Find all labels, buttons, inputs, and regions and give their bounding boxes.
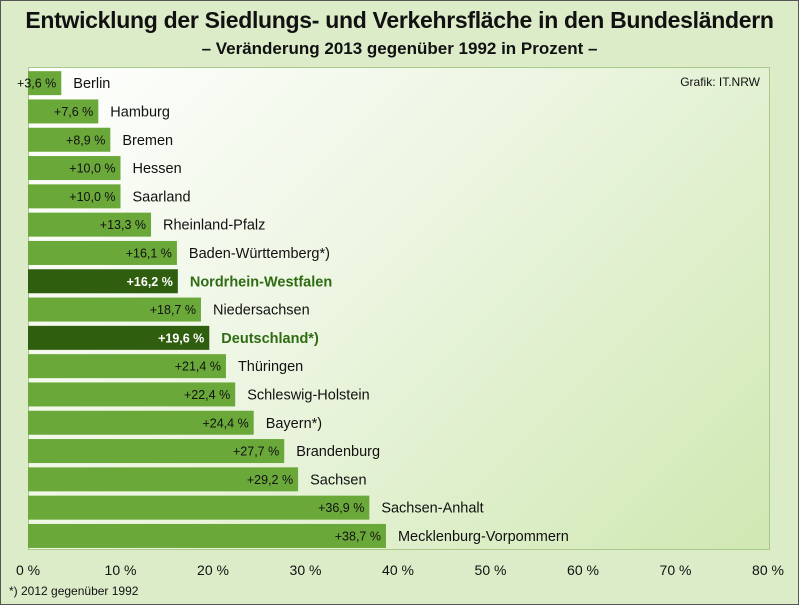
category-label: Sachsen bbox=[310, 472, 366, 488]
category-label: Brandenburg bbox=[296, 444, 380, 460]
bar-value-label: +13,3 % bbox=[100, 218, 146, 232]
bar-value-label: +7,6 % bbox=[54, 105, 93, 119]
x-tick-label: 40 % bbox=[382, 562, 414, 578]
x-tick-label: 50 % bbox=[475, 562, 507, 578]
category-label: Bayern*) bbox=[266, 416, 322, 432]
bar-value-label: +19,6 % bbox=[158, 331, 204, 345]
bar-value-label: +22,4 % bbox=[184, 388, 230, 402]
category-label: Saarland bbox=[133, 189, 191, 205]
category-label: Hamburg bbox=[110, 104, 170, 120]
bar bbox=[28, 212, 152, 237]
bar-value-label: +21,4 % bbox=[175, 360, 221, 374]
bar bbox=[28, 495, 370, 520]
bar-value-label: +10,0 % bbox=[69, 162, 115, 176]
bar bbox=[28, 325, 210, 350]
bar-value-label: +38,7 % bbox=[335, 529, 381, 543]
bar bbox=[28, 439, 285, 464]
bar bbox=[28, 99, 99, 124]
category-label: Hessen bbox=[133, 161, 182, 177]
x-tick-label: 20 % bbox=[197, 562, 229, 578]
x-tick-label: 60 % bbox=[567, 562, 599, 578]
bar-value-label: +3,6 % bbox=[17, 77, 56, 91]
bar bbox=[28, 127, 111, 152]
x-tick-label: 30 % bbox=[290, 562, 322, 578]
bar-value-label: +16,2 % bbox=[127, 275, 173, 289]
x-tick-label: 0 % bbox=[16, 562, 40, 578]
bar bbox=[28, 523, 386, 548]
category-label: Berlin bbox=[73, 76, 110, 92]
chart-title: Entwicklung der Siedlungs- und Verkehrsf… bbox=[25, 7, 774, 33]
x-tick-label: 70 % bbox=[660, 562, 692, 578]
bar bbox=[28, 382, 236, 407]
category-label: Bremen bbox=[122, 133, 173, 149]
bar-value-label: +10,0 % bbox=[69, 190, 115, 204]
bar bbox=[28, 240, 177, 265]
category-label: Niedersachsen bbox=[213, 303, 310, 319]
chart-credit: Grafik: IT.NRW bbox=[680, 75, 760, 89]
bar bbox=[28, 354, 226, 379]
category-label: Baden-Württemberg*) bbox=[189, 246, 330, 262]
bar-value-label: +29,2 % bbox=[247, 473, 293, 487]
bar bbox=[28, 467, 299, 492]
chart-subtitle: – Veränderung 2013 gegenüber 1992 in Pro… bbox=[201, 39, 598, 58]
bar-value-label: +16,1 % bbox=[126, 246, 172, 260]
x-tick-label: 80 % bbox=[752, 562, 784, 578]
category-label: Thüringen bbox=[238, 359, 303, 375]
bar bbox=[28, 156, 121, 181]
bar bbox=[28, 297, 201, 322]
bar-value-label: +18,7 % bbox=[150, 303, 196, 317]
bar bbox=[28, 184, 121, 209]
bar-value-label: +36,9 % bbox=[318, 501, 364, 515]
x-tick-label: 10 % bbox=[105, 562, 137, 578]
bar-value-label: +27,7 % bbox=[233, 445, 279, 459]
category-label: Mecklenburg-Vorpommern bbox=[398, 529, 569, 545]
category-label: Schleswig-Holstein bbox=[247, 387, 370, 403]
category-label: Sachsen-Anhalt bbox=[381, 501, 483, 517]
chart-footnote: *) 2012 gegenüber 1992 bbox=[9, 584, 139, 598]
bar-value-label: +24,4 % bbox=[202, 416, 248, 430]
category-label: Deutschland*) bbox=[221, 331, 319, 347]
bar-value-label: +8,9 % bbox=[66, 133, 105, 147]
bar bbox=[28, 410, 254, 435]
category-label: Rheinland-Pfalz bbox=[163, 218, 265, 234]
bar bbox=[28, 269, 178, 294]
category-label: Nordrhein-Westfalen bbox=[190, 274, 332, 290]
bar bbox=[28, 71, 62, 96]
